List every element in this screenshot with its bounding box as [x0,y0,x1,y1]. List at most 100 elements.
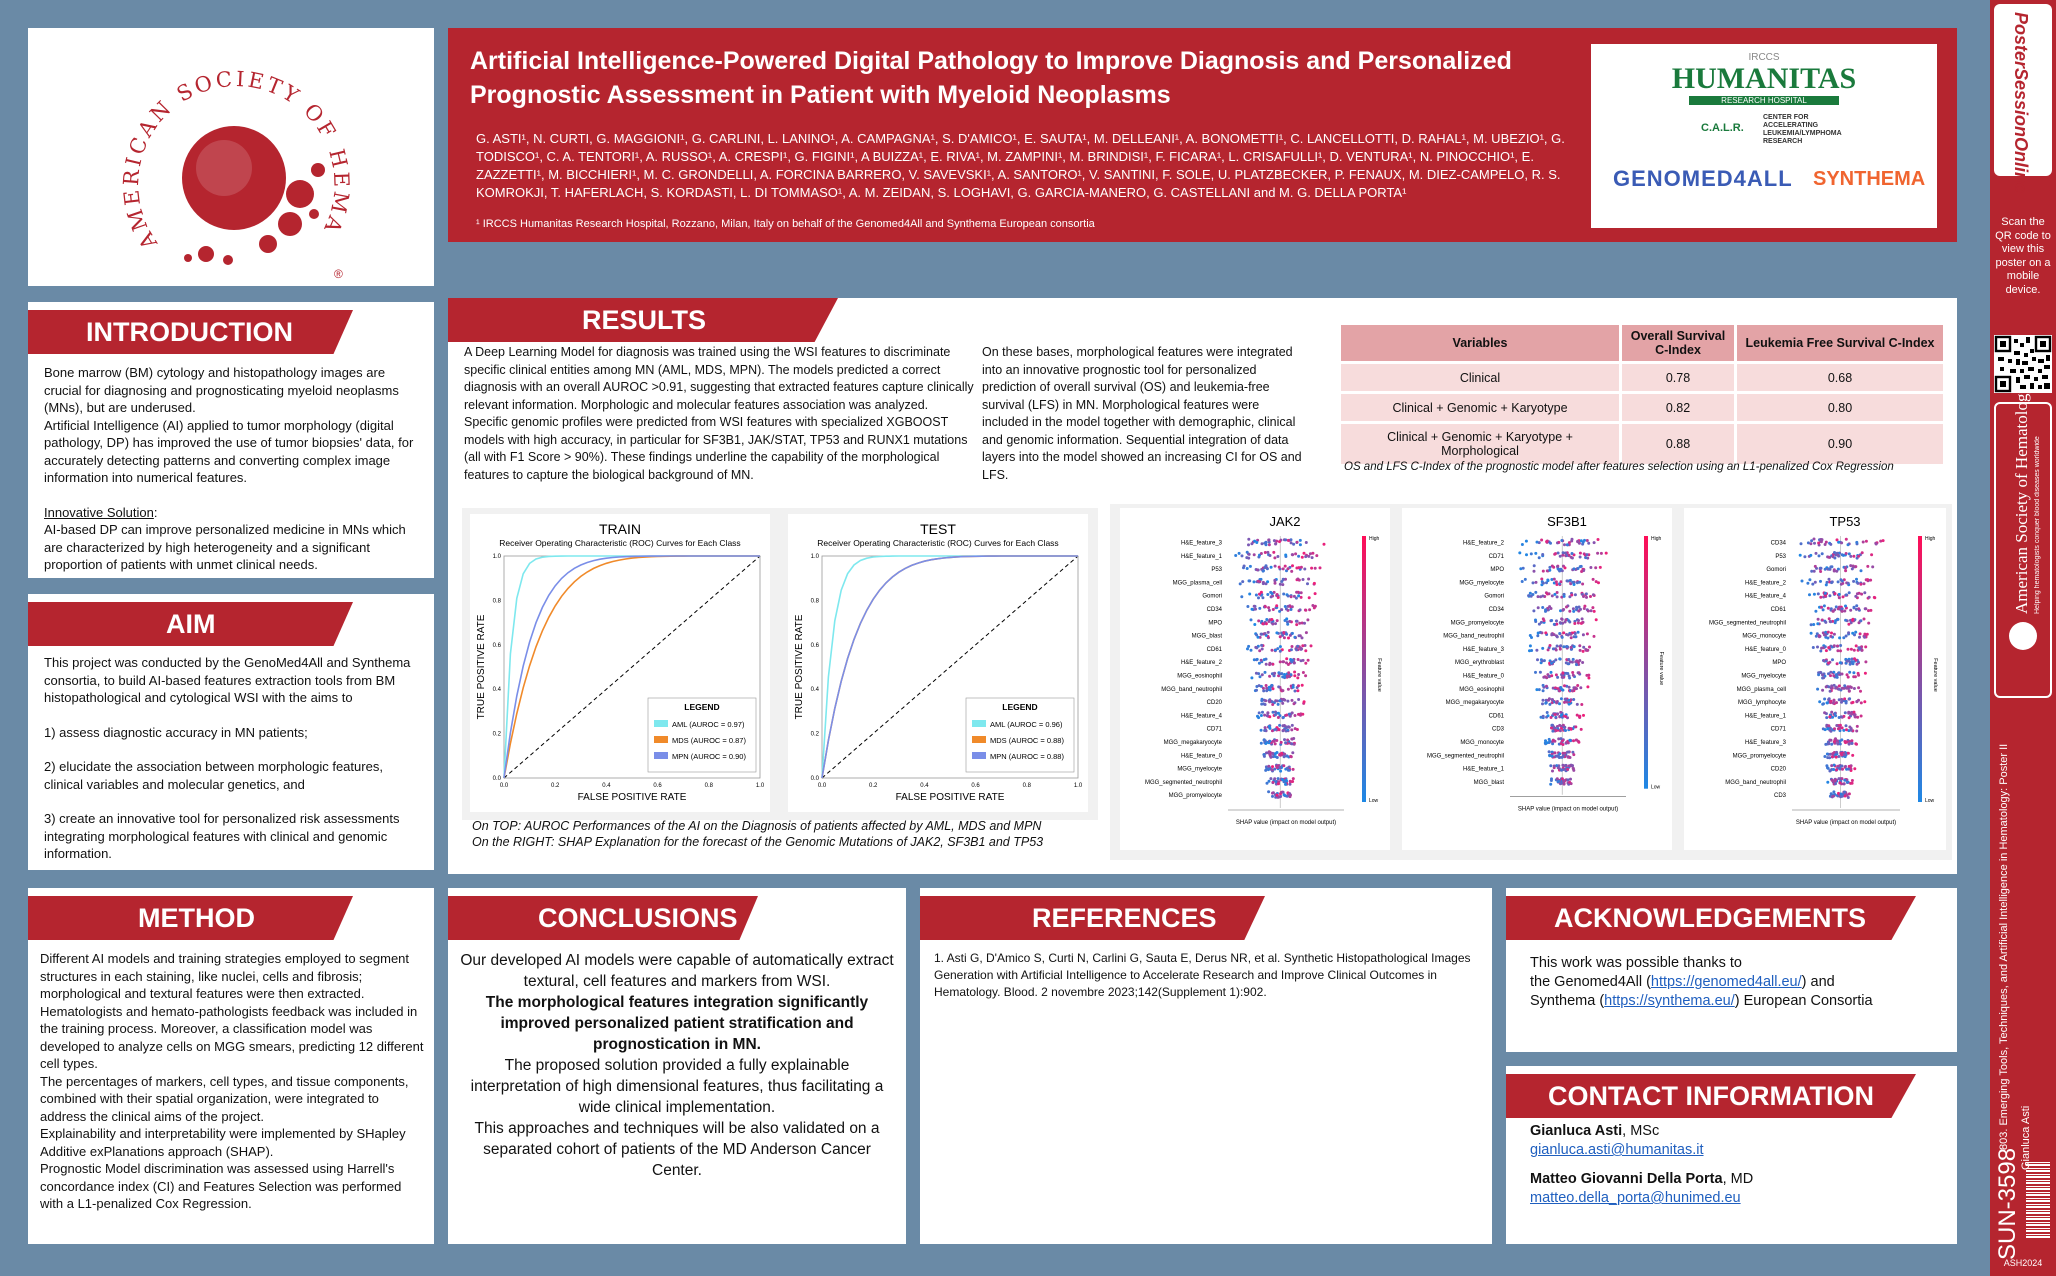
shap-point [1271,594,1275,598]
shap-point [1563,684,1566,688]
calr-logo: C.A.L.R. [1701,122,1744,134]
shap-point [1574,738,1578,742]
shap-point [1849,564,1853,568]
shap-point [1810,569,1814,573]
shap-point [1842,728,1846,732]
shap-point [1240,595,1244,599]
shap-point [1837,684,1841,688]
shap-point [1540,659,1544,663]
shap-point [1281,567,1285,571]
shap-point [1548,739,1552,743]
shap-point [1569,727,1573,731]
shap-point [1303,567,1307,571]
shap-point [1847,689,1851,693]
shap-point [1555,764,1559,768]
shap-point [1283,752,1287,756]
shap-point [1536,631,1540,635]
humanitas-sub: RESEARCH HOSPITAL [1689,96,1839,105]
shap-point [1587,676,1591,680]
shap-point [1290,660,1294,664]
shap-point [1295,540,1299,544]
shap-point [1268,688,1272,692]
roc-diagonal [503,555,761,779]
shap-point [1255,541,1259,544]
shap-panel-bg [1684,508,1946,850]
introduction-title: INTRODUCTION [28,310,353,354]
shap-point [1579,727,1583,731]
shap-point [1551,729,1555,733]
shap-point [1589,566,1593,569]
shap-point [1248,564,1252,568]
shap-point [1571,764,1574,768]
ash-vertical-box: American Society of Hematology Helping h… [1994,385,2052,698]
shap-feature-label: H&E_feature_0 [1463,674,1505,680]
shap-point [1273,742,1277,746]
shap-point [1274,699,1278,703]
shap-point [1271,687,1275,691]
shap-point [1260,643,1264,647]
contact-email-1[interactable]: gianluca.asti@humanitas.it [1530,1142,1704,1158]
shap-point [1838,742,1842,746]
shap-point [1824,742,1828,746]
shap-point [1567,553,1571,557]
poster-title: Artificial Intelligence-Powered Digital … [470,44,1620,112]
results-title: RESULTS [448,298,838,342]
shap-point [1550,726,1553,730]
shap-point [1278,635,1282,639]
shap-point [1289,595,1293,599]
shap-point [1287,671,1291,675]
shap-point [1867,609,1870,613]
shap-point [1276,596,1280,599]
shap-chart-title: SF3B1 [1547,514,1587,529]
shap-point [1270,683,1274,687]
shap-point [1297,684,1300,688]
method-p3: The percentages of markers, cell types, … [40,1073,409,1124]
shap-point [1840,541,1844,545]
shap-point [1566,767,1570,771]
shap-point [1297,594,1301,598]
shap-point [1245,550,1249,554]
shap-x-axis-label: SHAP value (impact on model output) [1236,820,1336,826]
shap-point [1847,591,1851,595]
shap-point [1819,649,1823,653]
shap-point [1818,566,1822,570]
roc-y-tick-label: 0.4 [811,687,820,693]
shap-point [1836,764,1840,768]
roc-legend-swatch [654,720,668,727]
shap-point [1304,555,1308,559]
genomed4all-link[interactable]: https://genomed4all.eu/ [1650,974,1802,990]
shap-point [1535,540,1539,544]
shap-feature-label: CD20 [1771,767,1787,773]
shap-feature-label: MGG_lymphocyte [1738,700,1787,706]
shap-point [1850,739,1854,743]
shap-point [1838,661,1842,665]
contact-email-2[interactable]: matteo.della_porta@hunimed.eu [1530,1190,1741,1206]
shap-point [1827,577,1831,581]
shap-point [1295,590,1299,594]
presenter-name: Gianluca Asti [2020,1105,2032,1170]
synthema-link[interactable]: https://synthema.eu/ [1604,993,1735,1009]
shap-point [1261,582,1265,586]
qr-code-icon[interactable] [1994,335,2052,393]
shap-point [1278,649,1282,653]
roc-legend-swatch [972,752,986,759]
shap-point [1271,608,1275,611]
shap-point [1836,727,1840,731]
shap-point [1843,711,1847,715]
shap-point [1558,554,1562,558]
shap-point [1536,595,1540,599]
shap-point [1592,634,1596,638]
shap-point [1278,723,1282,727]
shap-point [1562,631,1566,635]
shap-feature-label: CD3 [1492,727,1505,733]
shap-point [1520,580,1524,583]
shap-point [1846,780,1850,784]
shap-point [1846,581,1850,585]
shap-point [1844,552,1848,555]
shap-point [1836,649,1840,653]
shap-point [1524,539,1528,543]
shap-point [1262,738,1266,742]
shap-figure: JAK2 H&E_feature_3 H&E_feature_1 P53 MGG_pla… [1110,504,1952,860]
shap-point [1282,764,1286,768]
